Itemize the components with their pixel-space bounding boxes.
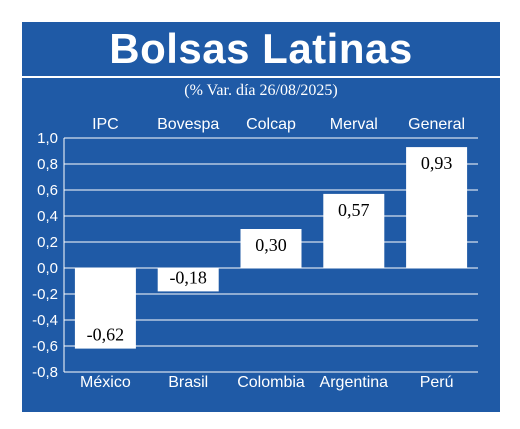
data-label: -0,18 (169, 267, 207, 287)
y-tick-label: -0,4 (32, 312, 58, 329)
chart-subtitle: (% Var. día 26/08/2025) (184, 82, 338, 99)
index-label: General (408, 116, 465, 133)
chart-panel: Bolsas Latinas (% Var. día 26/08/2025) 1… (22, 22, 500, 412)
data-label: 0,93 (421, 153, 453, 173)
y-tick-label: -0,2 (32, 286, 58, 303)
y-tick-label: -0,8 (32, 364, 58, 381)
country-label: Colombia (237, 374, 305, 391)
index-label: IPC (92, 116, 119, 133)
title-bar: Bolsas Latinas (22, 22, 500, 78)
index-label: Bovespa (157, 116, 219, 133)
data-label: -0,62 (87, 325, 125, 345)
y-tick-label: 0,0 (37, 260, 58, 277)
y-tick-label: 1,0 (37, 130, 58, 147)
y-tick-label: 0,2 (37, 234, 58, 251)
index-label: Colcap (246, 116, 296, 133)
y-tick-label: -0,6 (32, 338, 58, 355)
chart-title: Bolsas Latinas (109, 25, 413, 72)
bar (74, 268, 136, 349)
data-label: 0,57 (338, 200, 370, 220)
country-label: Argentina (320, 374, 389, 391)
data-label: 0,30 (255, 235, 287, 255)
y-tick-label: 0,6 (37, 182, 58, 199)
index-label: Merval (330, 116, 378, 133)
bar (406, 147, 468, 268)
bar-chart: 1,0 0,8 0,6 0,4 0,2 0,0 -0,2 -0,4 -0,6 -0,8 -0,62 I… (32, 116, 478, 391)
country-label: México (80, 374, 131, 391)
bar (323, 193, 385, 268)
y-tick-label: 0,8 (37, 156, 58, 173)
bar (240, 229, 302, 268)
country-label: Brasil (168, 374, 208, 391)
country-label: Perú (420, 374, 454, 391)
y-tick-label: 0,4 (37, 208, 58, 225)
bar (157, 268, 219, 292)
